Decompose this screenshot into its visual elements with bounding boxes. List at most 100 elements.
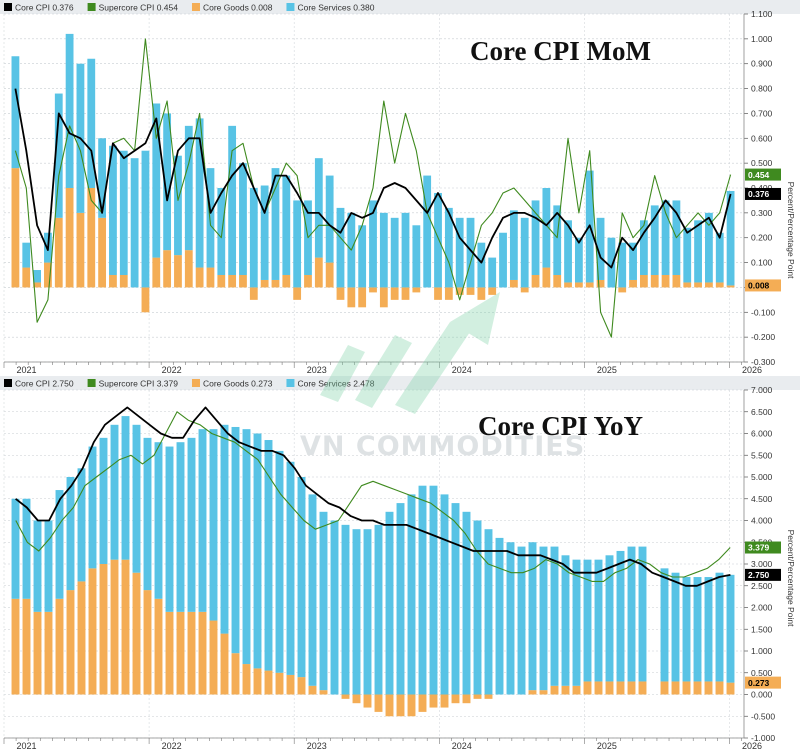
watermark-arrowhead [450, 292, 500, 345]
bar-core-services [726, 190, 735, 286]
bar-core-goods [451, 694, 460, 704]
legend-label: Core CPI 2.750 [15, 379, 74, 389]
x-tick-label: 2022 [162, 741, 182, 751]
end-value-badge [745, 187, 781, 200]
bar-core-services [217, 188, 226, 275]
bar-core-goods [661, 275, 670, 288]
legend-label: Core CPI 0.376 [15, 3, 74, 13]
bar-core-services [209, 429, 218, 621]
bar-core-goods [11, 598, 20, 695]
bar-core-services [495, 537, 504, 695]
bar-core-services [564, 220, 572, 283]
bar-core-services [220, 424, 229, 634]
bar-core-goods [705, 282, 713, 288]
bar-core-goods [585, 282, 594, 288]
bar-core-goods [264, 670, 273, 695]
bar-core-services [412, 225, 421, 288]
bar-core-goods [627, 681, 636, 695]
bar-core-goods [629, 279, 637, 288]
end-value-text: 0.454 [748, 170, 770, 180]
bar-core-goods [314, 257, 323, 288]
bar-core-goods [253, 668, 262, 695]
x-tick-label: 2023 [307, 741, 327, 751]
y-tick-label: 0.900 [751, 59, 773, 69]
legend-bar [0, 376, 800, 390]
bar-core-goods [209, 620, 218, 695]
bar-core-services [22, 498, 31, 599]
bar-core-services [253, 433, 262, 669]
bar-core-goods [297, 677, 306, 695]
bar-core-services [275, 450, 284, 673]
legend-label: Supercore CPI 3.379 [99, 379, 179, 389]
bar-core-goods [22, 598, 31, 695]
bar-core-services [639, 220, 648, 275]
bar-core-goods [550, 685, 559, 695]
y-tick-label: 6.500 [751, 407, 773, 417]
legend-swatch [87, 3, 96, 11]
bar-core-goods [220, 633, 229, 695]
bar-core-goods [358, 287, 367, 308]
bar-core-services [444, 207, 453, 288]
y-axis-title: Percent/Percentage Point [786, 530, 796, 628]
bar-core-goods [77, 581, 86, 695]
bar-core-goods [325, 262, 334, 288]
bar-core-goods [286, 674, 295, 695]
bar-core-goods [639, 275, 648, 288]
bar-core-services [605, 555, 614, 682]
bar-core-goods [369, 287, 377, 293]
bar-core-goods [616, 681, 625, 695]
legend-label: Core Services 2.478 [297, 379, 374, 389]
bar-core-services [242, 429, 251, 665]
bar-core-goods [412, 287, 421, 293]
bar-core-services [650, 205, 659, 275]
bar-core-services [488, 257, 497, 288]
bar-core-services [594, 559, 603, 682]
bar-core-services [184, 125, 193, 251]
bar-core-services [54, 93, 63, 218]
bar-core-services [319, 511, 328, 691]
bar-core-goods [455, 287, 464, 295]
bar-core-goods [304, 275, 312, 288]
bar-core-services [694, 220, 702, 283]
bar-core-services [33, 270, 41, 283]
end-value-badge [745, 168, 781, 181]
bar-core-goods [574, 282, 583, 288]
bar-core-services [336, 207, 345, 288]
bar-core-services [418, 485, 427, 695]
bar-core-services [682, 577, 691, 682]
bar-core-goods [33, 282, 41, 288]
bar-core-services [282, 175, 291, 275]
bar-core-goods [260, 279, 269, 288]
end-value-badge [745, 279, 781, 292]
bar-core-services [176, 442, 185, 612]
bar-core-goods [418, 694, 427, 712]
bar-core-services [715, 232, 724, 283]
bar-core-goods [282, 275, 291, 288]
bar-core-goods [726, 682, 735, 695]
bar-core-services [705, 212, 713, 283]
bar-core-goods [715, 282, 724, 288]
bar-core-goods [198, 611, 207, 695]
bar-core-services [239, 163, 247, 275]
legend-swatch [4, 3, 12, 11]
bar-core-services [704, 577, 713, 682]
bar-core-goods [539, 690, 548, 695]
end-value-text: 3.379 [748, 543, 770, 553]
bar-core-services [314, 158, 323, 258]
bar-core-services [520, 217, 529, 288]
bar-core-services [561, 555, 570, 686]
bar-core-goods [121, 559, 130, 695]
bar-core-services [542, 188, 551, 268]
bar-core-services [33, 520, 42, 612]
bar-core-services [528, 542, 537, 691]
bar-core-services [638, 546, 647, 682]
bar-core-services [260, 185, 269, 280]
end-value-text: 0.376 [748, 189, 770, 199]
bar-core-goods [671, 681, 680, 695]
bar-core-services [616, 550, 625, 682]
bar-core-goods [141, 287, 150, 313]
bar-core-services [174, 155, 182, 256]
chart-title: Core CPI YoY [478, 411, 643, 441]
bar-core-goods [542, 267, 551, 288]
bar-core-goods [99, 564, 108, 695]
